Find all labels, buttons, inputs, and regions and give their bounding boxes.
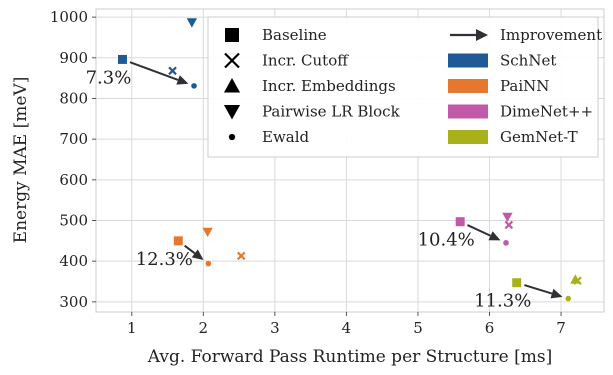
data-point-square bbox=[455, 217, 465, 227]
y-tick-label: 700 bbox=[59, 130, 88, 148]
y-tick-label: 900 bbox=[59, 49, 88, 67]
y-tick-label: 400 bbox=[59, 252, 88, 270]
legend-marker-triangle-up bbox=[223, 77, 241, 93]
data-point-cross bbox=[168, 66, 177, 76]
legend-swatch bbox=[448, 79, 488, 93]
data-point-dot bbox=[503, 240, 509, 246]
series-dimenet- bbox=[455, 212, 514, 246]
x-axis-title: Avg. Forward Pass Runtime per Structure … bbox=[147, 347, 552, 367]
x-tick-label: 6 bbox=[485, 319, 495, 337]
data-point-square bbox=[117, 54, 127, 64]
legend-arrow-head bbox=[476, 29, 488, 41]
improvement-label: 10.4% bbox=[418, 230, 475, 251]
legend-box bbox=[207, 16, 599, 158]
y-tick-label: 800 bbox=[59, 89, 88, 107]
x-tick-label: 1 bbox=[127, 319, 137, 337]
y-tick-label: 600 bbox=[59, 171, 88, 189]
data-point-triangle-down bbox=[202, 227, 213, 238]
data-points bbox=[117, 18, 582, 302]
data-point-cross bbox=[236, 251, 246, 261]
legend-label: Incr. Cutoff bbox=[262, 52, 349, 70]
legend: Baseline Incr. Cutoff Incr. Embeddings Pair… bbox=[207, 16, 602, 158]
legend-label: Incr. Embeddings bbox=[262, 77, 396, 95]
y-tick-label: 1000 bbox=[50, 8, 88, 26]
data-point-square bbox=[512, 278, 522, 288]
improvement-label: 7.3% bbox=[86, 67, 132, 88]
legend-marker-cross bbox=[224, 52, 240, 69]
improvement-arrow bbox=[184, 244, 204, 260]
x-tick-label: 3 bbox=[270, 319, 280, 337]
x-tick-label: 5 bbox=[413, 319, 423, 337]
arrow-shaft bbox=[524, 284, 553, 295]
data-point-dot bbox=[191, 83, 197, 89]
legend-label: GemNet-T bbox=[500, 128, 578, 146]
legend-label: Baseline bbox=[262, 26, 327, 44]
arrow-head bbox=[488, 231, 501, 241]
arrow-head bbox=[550, 288, 563, 299]
arrow-head bbox=[176, 75, 189, 85]
legend-label: Ewald bbox=[262, 128, 310, 146]
series-gemnet-t bbox=[512, 274, 582, 302]
series-painn bbox=[173, 227, 246, 267]
data-point-triangle-down bbox=[186, 18, 198, 28]
data-point-dot bbox=[565, 295, 572, 302]
improvement-label: 11.3% bbox=[474, 291, 531, 312]
y-tick-label: 500 bbox=[59, 211, 88, 229]
legend-label: DimeNet++ bbox=[500, 103, 593, 121]
improvement-arrow bbox=[524, 284, 563, 299]
legend-swatch bbox=[448, 130, 488, 144]
legend-label: Pairwise LR Block bbox=[262, 103, 401, 121]
tick-labels: 1 2 3 4 5 6 7 300 400 500 600 700 800 900 1000 bbox=[50, 8, 566, 337]
data-point-triangle-up bbox=[570, 274, 581, 284]
data-point-square bbox=[173, 236, 183, 246]
series-schnet bbox=[117, 18, 198, 89]
data-point-triangle-down bbox=[502, 212, 513, 223]
legend-label-improvement: Improvement bbox=[500, 26, 602, 44]
legend-swatch bbox=[448, 104, 488, 119]
legend-swatch bbox=[448, 53, 488, 68]
legend-label: SchNet bbox=[500, 52, 556, 70]
improvement-arrows: 7.3% 12.3% 10.4% 11.3% bbox=[86, 61, 563, 312]
improvement-arrow bbox=[467, 224, 501, 241]
arrow-shaft bbox=[129, 61, 179, 81]
legend-marker-triangle-down bbox=[223, 105, 241, 120]
data-point-cross bbox=[504, 220, 514, 230]
plot-frame bbox=[95, 8, 605, 313]
x-tick-label: 4 bbox=[342, 319, 352, 337]
improvement-arrow bbox=[129, 61, 189, 85]
data-point-dot bbox=[205, 260, 212, 267]
arrow-shaft bbox=[467, 224, 491, 237]
legend-marker-dot bbox=[228, 133, 236, 141]
legend-label: PaiNN bbox=[500, 77, 549, 95]
legend-marker-square bbox=[225, 28, 239, 42]
y-axis-title: Energy MAE [meV] bbox=[11, 77, 31, 244]
arrow-head bbox=[191, 249, 204, 260]
arrow-shaft bbox=[184, 244, 196, 255]
improvement-label: 12.3% bbox=[136, 249, 193, 270]
x-tick-label: 7 bbox=[556, 319, 566, 337]
y-tick-label: 300 bbox=[59, 293, 88, 311]
x-tick-label: 2 bbox=[199, 319, 209, 337]
